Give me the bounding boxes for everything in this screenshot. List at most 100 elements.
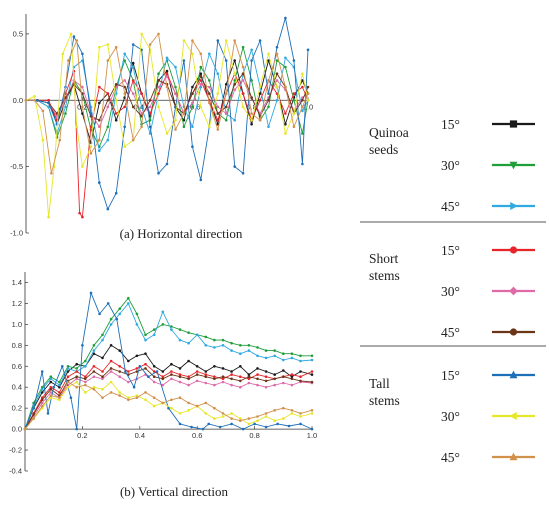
data-point — [199, 65, 203, 69]
series-line — [26, 73, 309, 121]
data-point — [123, 125, 126, 129]
data-point — [101, 388, 104, 391]
data-point — [301, 109, 304, 113]
data-point — [114, 83, 118, 86]
data-point — [204, 370, 208, 373]
data-point — [230, 412, 233, 415]
data-point — [199, 52, 203, 56]
data-point — [33, 99, 36, 102]
data-point — [267, 79, 270, 82]
data-point — [239, 352, 242, 356]
data-point — [92, 365, 96, 368]
data-point — [275, 59, 279, 62]
x-tick-label: 0.4 — [135, 431, 145, 440]
data-point — [224, 112, 228, 115]
data-point — [81, 85, 84, 89]
data-point — [221, 367, 225, 370]
data-point — [195, 379, 199, 383]
legend-marker — [510, 202, 518, 210]
data-point — [284, 112, 287, 115]
data-point — [66, 375, 70, 379]
data-point — [33, 95, 36, 98]
data-point — [258, 92, 262, 95]
data-point — [75, 370, 78, 373]
data-point — [75, 367, 78, 370]
series-tall_15 — [23, 291, 314, 431]
legend-label: 30° — [441, 158, 460, 173]
data-point — [250, 122, 253, 126]
data-point — [264, 379, 268, 383]
data-point — [284, 122, 287, 126]
data-point — [284, 65, 287, 69]
data-point — [191, 101, 194, 105]
data-point — [36, 99, 39, 102]
data-point — [92, 385, 96, 389]
data-point — [230, 422, 233, 426]
data-point — [301, 162, 304, 166]
data-point — [241, 172, 245, 175]
data-point — [178, 338, 182, 342]
data-point — [233, 88, 236, 91]
data-point — [275, 72, 279, 75]
data-point — [301, 99, 304, 102]
data-point — [40, 401, 44, 405]
data-point — [140, 32, 143, 36]
data-point — [273, 373, 277, 376]
data-point — [32, 406, 35, 410]
data-point — [109, 317, 113, 321]
data-point — [230, 370, 233, 373]
data-point — [106, 59, 110, 62]
data-point — [55, 112, 59, 115]
data-point — [213, 346, 216, 349]
data-point — [118, 312, 121, 316]
data-point — [264, 425, 268, 429]
data-point — [92, 352, 96, 356]
data-point — [264, 356, 268, 360]
data-point — [199, 83, 203, 86]
series-quinoa_30 — [23, 296, 314, 431]
data-point — [250, 96, 253, 99]
data-point — [165, 56, 169, 60]
data-point — [89, 112, 93, 115]
data-point — [161, 310, 165, 314]
data-point — [208, 92, 211, 95]
data-point — [109, 344, 113, 347]
data-point — [250, 79, 253, 82]
data-point — [81, 344, 84, 347]
data-point — [144, 338, 147, 342]
data-point — [187, 409, 190, 412]
data-point — [131, 92, 135, 95]
data-point — [58, 398, 61, 402]
data-point — [258, 85, 262, 89]
data-point — [187, 331, 190, 335]
data-point — [250, 112, 253, 115]
data-point — [75, 125, 79, 129]
data-point — [241, 427, 245, 431]
data-point — [258, 118, 262, 122]
data-point — [290, 383, 294, 387]
data-point — [109, 370, 113, 373]
data-point — [114, 191, 118, 195]
data-point — [284, 56, 287, 60]
data-point — [187, 401, 190, 405]
data-point — [81, 165, 84, 168]
x-tick-label: 0.6 — [192, 431, 202, 440]
data-point — [98, 118, 101, 122]
chart-b-caption: (b) Vertical direction — [120, 484, 229, 499]
data-point — [310, 427, 314, 431]
data-point — [273, 419, 277, 423]
data-point — [127, 359, 130, 363]
series-line — [24, 371, 313, 430]
data-point — [273, 409, 277, 412]
data-point — [224, 92, 228, 95]
data-point — [98, 181, 101, 184]
data-point — [118, 391, 121, 394]
data-point — [144, 367, 147, 370]
data-point — [264, 415, 268, 418]
data-point — [92, 375, 96, 379]
x-tick-label: 0.2 — [77, 431, 87, 440]
data-point — [250, 48, 253, 52]
data-point — [182, 112, 186, 115]
data-point — [310, 370, 314, 373]
data-point — [299, 379, 302, 383]
